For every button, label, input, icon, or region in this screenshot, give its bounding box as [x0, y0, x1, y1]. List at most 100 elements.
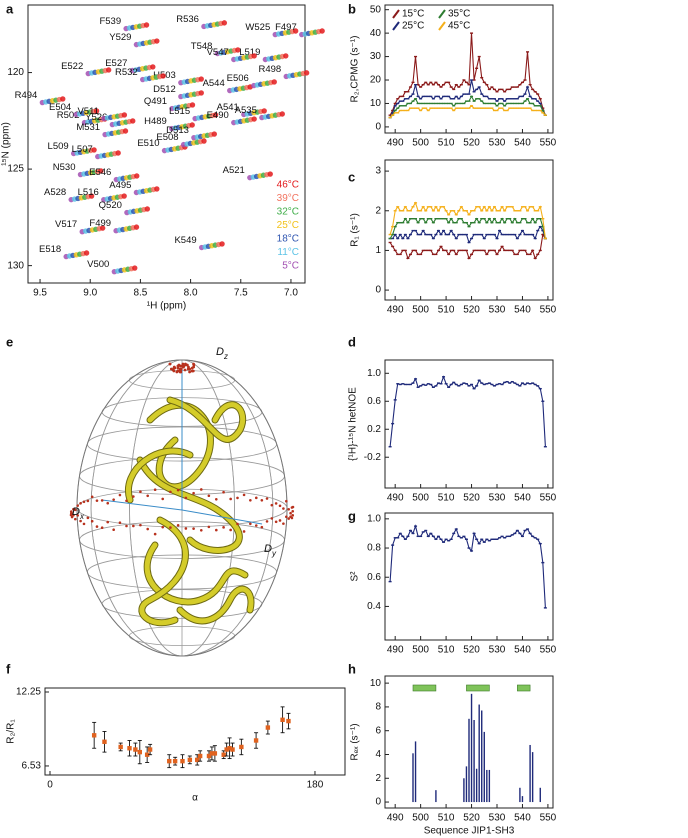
peak-label: L516 [78, 187, 99, 198]
vector-dot [285, 499, 288, 503]
y-tick-label: 10 [370, 678, 382, 689]
peak-chain [251, 116, 257, 122]
vector-dot [161, 525, 165, 529]
x-tick-label: 540 [514, 813, 531, 824]
point [265, 725, 271, 730]
y-tick-label: 0 [375, 797, 381, 808]
vector-dot [169, 526, 172, 529]
vector-dot [76, 504, 79, 507]
vector-dot [215, 528, 218, 532]
peak-label: W525 [245, 22, 270, 33]
peak-chain [83, 250, 90, 256]
peak-chain [150, 64, 156, 70]
peak-chain [130, 118, 136, 124]
peak-chain [160, 73, 166, 79]
legend-label: 46°C [277, 180, 299, 191]
point [286, 718, 291, 724]
bar [475, 768, 478, 803]
panel-7: 490 500 510 520 530 540 550 0 2 4 6 8 10 Sequence JIP… [350, 675, 557, 837]
vector-dot [265, 520, 269, 523]
point [102, 739, 107, 744]
peak-chain [198, 90, 204, 96]
vector-dot [112, 528, 115, 532]
peak-chain [189, 122, 195, 128]
peak-chain [99, 225, 106, 231]
peak-label: R498 [259, 64, 282, 75]
x-tick-label: 490 [387, 645, 404, 656]
series-line [389, 375, 546, 447]
peak-label: F499 [89, 218, 111, 229]
vector-dot [192, 362, 195, 366]
x-tick-label: 7.5 [234, 288, 248, 299]
peak-chain [221, 20, 228, 26]
legend-label: 35°C [448, 9, 470, 20]
vector-dot [192, 491, 195, 495]
axis-label-sub: y [271, 549, 277, 558]
peak-label: A544 [203, 78, 225, 89]
point [133, 747, 138, 752]
vector-dot [175, 370, 179, 374]
legend-label: 18°C [277, 234, 299, 245]
panel-0: 9.5 9.0 8.5 8.0 7.5 7.0 120 125 130 ¹H (ppm) ¹⁵N (… [1, 4, 325, 312]
peak-label: V517 [55, 219, 77, 230]
ribbon-edge [136, 456, 243, 554]
y-tick-label: 12.25 [16, 687, 41, 698]
point [197, 753, 203, 759]
axis-label: Dz [216, 346, 228, 361]
vector-dot [118, 493, 122, 497]
plot-frame [44, 687, 346, 776]
y-tick-label: 120 [7, 67, 24, 78]
point [206, 753, 212, 759]
vector-dot [79, 519, 82, 523]
peak-chain [279, 111, 285, 117]
bar [483, 731, 485, 803]
peak-chain [115, 150, 121, 156]
peak-chain [198, 76, 204, 82]
bar [488, 769, 491, 803]
vector-dot [222, 526, 225, 529]
point [187, 757, 193, 763]
vector-dot [188, 370, 191, 374]
peak-label: V500 [87, 259, 109, 270]
vector-dot [95, 499, 99, 502]
ribbon [139, 517, 188, 626]
x-axis-label: Sequence JIP1-SH3 [424, 826, 515, 837]
plot-frame [384, 675, 554, 809]
x-tick-label: 540 [514, 138, 531, 149]
x-tick-label: 530 [489, 813, 506, 824]
point [230, 747, 235, 752]
peak-label: E518 [39, 244, 61, 255]
y-tick-label: 2 [375, 773, 381, 784]
bar [486, 769, 488, 803]
strand-bar [466, 684, 490, 692]
x-axis-label: α [192, 793, 198, 804]
y-axis-label: R₁ (s⁻¹) [350, 213, 361, 247]
axis-label-base: D [264, 543, 272, 555]
panel-letter: g [348, 508, 356, 523]
x-tick-label: 540 [514, 645, 531, 656]
vector-dot [106, 520, 110, 524]
vector-dot [236, 496, 239, 500]
peak-label: M531 [76, 122, 100, 133]
y-tick-label: 8 [375, 702, 381, 713]
x-tick-label: 500 [412, 813, 429, 824]
ribbon [167, 397, 246, 442]
bar [470, 693, 473, 803]
vector-dot [139, 490, 142, 494]
peak-label: D512 [153, 84, 176, 95]
point [280, 717, 285, 723]
vector-dot [260, 525, 264, 529]
point [253, 738, 259, 743]
bar [473, 720, 475, 803]
panel-letter: c [348, 169, 355, 184]
point [172, 758, 178, 764]
peak-label: E522 [61, 61, 83, 72]
vector-dot [249, 498, 252, 502]
vector-dot [176, 364, 180, 368]
bar [465, 766, 468, 803]
vector-dot [254, 524, 258, 527]
vector-dot [254, 496, 258, 500]
x-tick-label: 540 [514, 493, 531, 504]
vector-dot [274, 502, 278, 505]
